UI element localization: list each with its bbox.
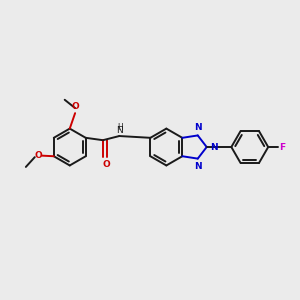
Text: H: H (117, 123, 123, 132)
Text: O: O (34, 151, 42, 160)
Text: N: N (194, 123, 201, 132)
Text: N: N (116, 126, 123, 135)
Text: N: N (194, 162, 201, 171)
Text: N: N (211, 142, 218, 152)
Text: F: F (280, 142, 286, 152)
Text: O: O (103, 160, 110, 169)
Text: O: O (71, 102, 79, 111)
